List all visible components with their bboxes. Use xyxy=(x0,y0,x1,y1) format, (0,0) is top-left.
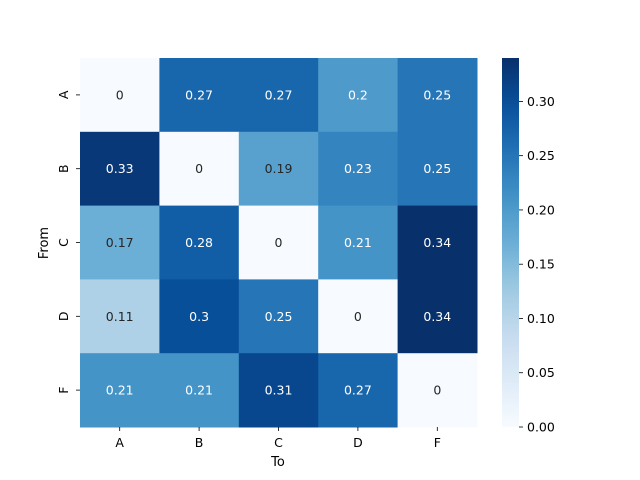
heatmap-cell xyxy=(397,58,478,133)
heatmap-cell xyxy=(318,205,399,280)
heatmap-cell xyxy=(238,205,319,280)
heatmap-cell xyxy=(159,279,240,354)
heatmap-cell xyxy=(397,353,478,428)
heatmap-cell xyxy=(159,205,240,280)
heatmap-cell xyxy=(318,279,399,354)
cell-value-label: 0.19 xyxy=(265,161,293,176)
heatmap-cell xyxy=(238,279,319,354)
y-tick-label: A xyxy=(56,90,71,99)
heatmap-cell xyxy=(80,279,160,354)
cell-value-label: 0.3 xyxy=(189,309,209,324)
y-tick-label: F xyxy=(56,386,71,393)
colorbar-tick-label: 0.15 xyxy=(527,257,555,272)
y-axis-ticks: A B C D F xyxy=(56,90,80,394)
cell-value-label: 0.27 xyxy=(185,87,213,102)
cell-value-label: 0.25 xyxy=(423,161,451,176)
colorbar xyxy=(502,58,519,427)
cell-value-label: 0.33 xyxy=(106,161,134,176)
y-axis-label: From xyxy=(37,227,52,259)
cell-value-label: 0.27 xyxy=(265,87,293,102)
x-tick-label: A xyxy=(115,435,124,450)
x-tick-label: C xyxy=(274,435,283,450)
cell-value-label: 0.25 xyxy=(423,87,451,102)
x-tick-label: F xyxy=(434,435,441,450)
cell-value-label: 0.25 xyxy=(265,309,293,324)
colorbar-tick-label: 0.00 xyxy=(527,420,555,435)
colorbar-tick-label: 0.10 xyxy=(527,311,555,326)
colorbar-ticks: 0.00 0.05 0.10 0.15 0.20 0.25 0.30 xyxy=(519,94,555,435)
x-tick-label: D xyxy=(353,435,363,450)
y-tick-label: B xyxy=(56,164,71,173)
cell-value-label: 0.21 xyxy=(185,383,213,398)
cell-value-label: 0.31 xyxy=(265,383,293,398)
colorbar-tick-label: 0.20 xyxy=(527,202,555,217)
cell-value-label: 0 xyxy=(433,383,441,398)
heatmap-cell xyxy=(159,58,240,133)
cell-value-label: 0.21 xyxy=(106,383,134,398)
heatmap-cell xyxy=(80,58,160,133)
heatmap-cell xyxy=(318,58,399,133)
cell-value-label: 0 xyxy=(195,161,203,176)
heatmap-cell xyxy=(80,205,160,280)
cell-value-label: 0 xyxy=(275,235,283,250)
cell-value-label: 0 xyxy=(116,87,124,102)
heatmap-cell xyxy=(318,353,399,428)
colorbar-tick-label: 0.05 xyxy=(527,365,555,380)
colorbar-tick-label: 0.25 xyxy=(527,148,555,163)
cell-value-label: 0.27 xyxy=(344,383,372,398)
heatmap-cell xyxy=(397,131,478,207)
colorbar-tick-label: 0.30 xyxy=(527,94,555,109)
cell-value-label: 0.21 xyxy=(344,235,372,250)
heatmap-cell xyxy=(318,131,399,207)
cell-value-label: 0.28 xyxy=(185,235,213,250)
cell-value-label: 0.34 xyxy=(423,235,451,250)
heatmap-cell xyxy=(159,131,240,207)
heatmap-cell xyxy=(238,131,319,207)
heatmap-cell xyxy=(80,131,160,207)
heatmap-cell xyxy=(397,205,478,280)
x-axis-label: To xyxy=(270,455,285,470)
y-tick-label: D xyxy=(56,311,71,321)
cell-value-label: 0.23 xyxy=(344,161,372,176)
y-tick-label: C xyxy=(56,238,71,247)
cell-value-label: 0.17 xyxy=(106,235,134,250)
heatmap-cell xyxy=(238,58,319,133)
heatmap-cells: 0 0.27 0.27 0.2 0.25 0.33 0 0.19 0.23 0.25 0.17 0.2… xyxy=(80,58,478,428)
x-tick-label: B xyxy=(195,435,204,450)
heatmap-cell xyxy=(159,353,240,428)
cell-value-label: 0.2 xyxy=(348,87,368,102)
heatmap-cell xyxy=(80,353,160,428)
heatmap-cell xyxy=(397,279,478,354)
cell-value-label: 0.34 xyxy=(423,309,451,324)
cell-value-label: 0 xyxy=(354,309,362,324)
heatmap-cell xyxy=(238,353,319,428)
cell-value-label: 0.11 xyxy=(106,309,134,324)
